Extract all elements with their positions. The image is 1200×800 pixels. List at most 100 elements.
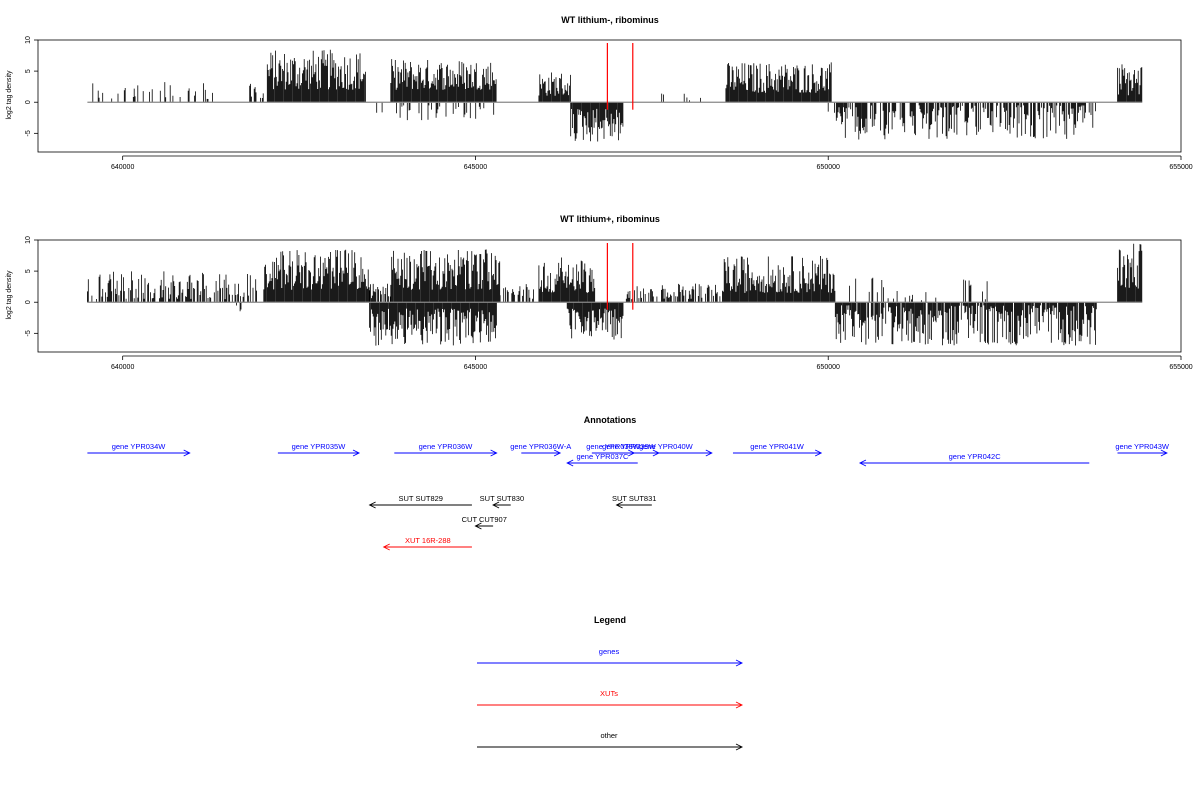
plot-frame [37,239,1182,353]
signal-bars [92,49,1143,142]
annotation-feature: gene YPR040W [620,442,713,457]
strand-arrowhead [490,449,498,457]
y-tick-label: 0 [25,300,32,304]
legend-arrowhead [735,659,744,667]
legend-label: genes [599,647,620,656]
signal-bar-group [92,82,213,103]
y-tick-label: 10 [25,236,32,244]
legend-entry: genes [477,647,744,667]
signal-bar-group [538,72,571,103]
strand-arrowhead [474,522,482,530]
strand-arrowhead [705,449,713,457]
signal-bar-group [566,302,624,340]
y-tick-label: -5 [25,130,32,136]
signal-bar-group [266,49,366,103]
legend-entry: XUTs [477,689,744,709]
feature-label: SUT SUT830 [480,494,524,503]
annotation-feature: CUT CUT907 [462,515,507,530]
y-tick-label: 0 [25,100,32,104]
feature-label: gene YPR035W [292,442,347,451]
strand-arrowhead [858,459,867,467]
x-tick-label: 655000 [1169,164,1192,171]
position-markers [606,243,634,310]
feature-label: gene YPR038W [586,442,641,451]
track-panel-lithium-plus: WT lithium+, ribominus log2 tag density … [6,214,1193,371]
signal-bar-group [625,283,721,303]
annotation-feature: gene YPR034W [87,442,191,457]
feature-label: gene YPR042C [949,452,1002,461]
signal-bar-group [369,302,497,346]
x-tick-label: 650000 [817,164,840,171]
signal-bar-group [390,249,501,303]
track-title: WT lithium-, ribominus [561,15,659,25]
strand-arrowhead [615,501,623,509]
x-tick-label: 650000 [817,364,840,371]
annotation-feature: XUT 16R-288 [382,536,472,551]
feature-label: SUT SUT831 [612,494,656,503]
strand-arrowhead [566,459,574,467]
annotation-feature: SUT SUT831 [612,494,656,509]
annotation-feature: gene YPR036W [394,442,498,457]
signal-bar-group [369,283,391,303]
feature-label: SUT SUT829 [399,494,443,503]
strand-arrowhead [814,449,823,457]
annotation-feature: gene YPR043W [1115,442,1170,457]
legend-label: XUTs [600,689,618,698]
legend-arrowhead [735,743,744,751]
signal-bar-group [87,271,257,303]
feature-label: gene YPR037C [576,452,629,461]
annotation-feature: SUT SUT829 [368,494,472,509]
feature-label: gene YPR036W-A [510,442,571,451]
annotation-feature: gene YPR035W [277,442,361,457]
feature-label: gene YPR041W [750,442,805,451]
signal-bar-group [390,59,497,103]
annotations-title: Annotations [584,415,637,425]
y-tick-label: 10 [25,36,32,44]
signal-bar-group [827,102,1096,140]
x-tick-label: 645000 [464,164,487,171]
feature-label: XUT 16R-288 [405,536,451,545]
feature-label: gene YPR040W [639,442,694,451]
plot-frame [37,39,1182,153]
signal-bars [87,243,1143,346]
signal-bar-group [263,249,370,303]
feature-label: gene YPR043W [1115,442,1170,451]
signal-bar-group [834,302,1097,346]
legend-entry: other [477,731,744,751]
strand-arrowhead [553,449,562,457]
y-axis: 10 5 0 -5 [25,36,38,136]
signal-bar-group [1117,243,1143,303]
signal-bar-group [1117,64,1143,103]
annotation-feature: gene YPR036W-A [510,442,571,457]
annotation-features: gene YPR034W gene YPR035W gene YPR036W gene… [87,442,1170,551]
legend-title: Legend [594,615,626,625]
y-axis-label: log2 tag density [6,270,13,320]
signal-bar-group [722,256,836,303]
x-tick-label: 645000 [464,364,487,371]
x-tick-label: 655000 [1169,364,1192,371]
strand-arrowhead [352,449,361,457]
signal-bar-group [849,277,988,303]
signal-bar-group [570,102,624,142]
x-axis: 640000 645000 650000 655000 [111,355,1193,371]
signal-bar-group [499,284,534,303]
signal-bar-group [376,102,495,121]
y-tick-label: 5 [25,269,32,273]
strand-arrowhead [1160,449,1168,457]
position-markers [606,43,634,110]
legend-entries: genes XUTs other [477,647,744,751]
y-tick-label: -5 [25,330,32,336]
signal-bar-group [661,93,701,103]
signal-bar-group [538,257,596,303]
annotation-feature: gene YPR042C [858,452,1090,467]
track-panel-lithium-minus: WT lithium-, ribominus log2 tag density … [6,15,1193,171]
legend-arrowhead [735,701,744,709]
annotation-feature: gene YPR037C [566,452,638,467]
track-title: WT lithium+, ribominus [560,214,660,224]
feature-label: gene YPR036W [419,442,474,451]
annotations-panel: Annotations gene YPR034W gene YPR035W gene… [87,415,1170,551]
legend-panel: Legend genes XUTs other [477,615,744,751]
feature-label: gene YPR039W [602,442,657,451]
